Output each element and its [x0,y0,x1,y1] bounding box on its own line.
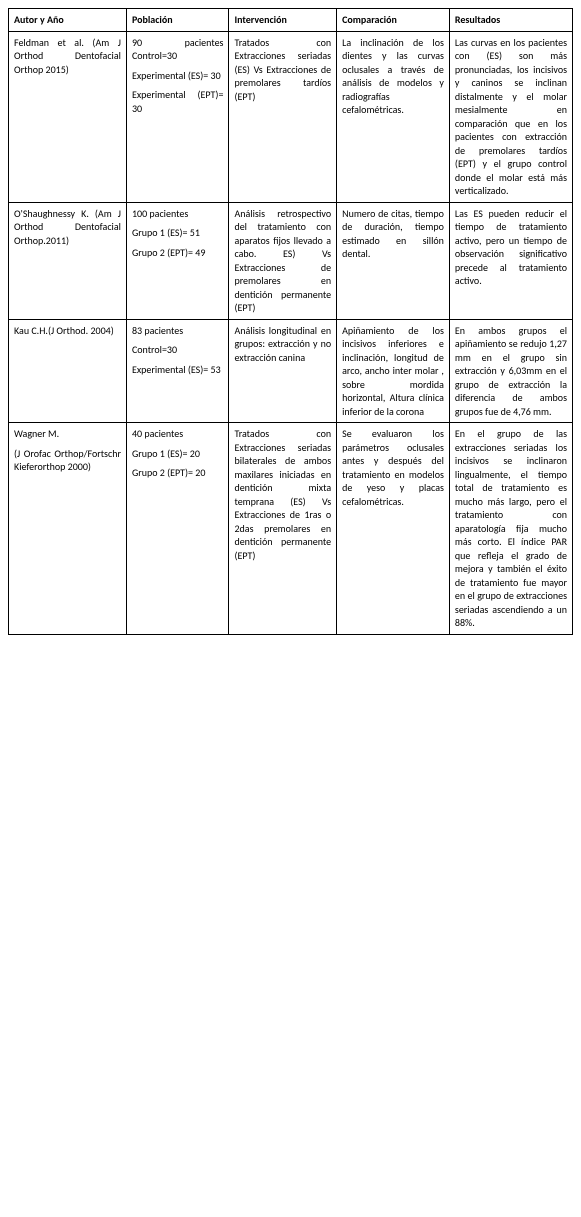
author-cell: O'Shaughnessy K. (Am J Orthod Dentofacia… [9,202,127,319]
table-row: Kau C.H.(J Orthod. 2004) 83 pacientes Cont… [9,319,573,423]
col-population: Población [126,9,229,32]
cell-text: Feldman et al. (Am J Orthod Dentofacial … [14,36,121,77]
cell-text: Se evaluaron los parámetros oclusales an… [342,427,444,508]
intervention-cell: Análisis longitudinal en grupos: extracc… [229,319,337,423]
cell-text: (J Orofac Orthop/Fortschr Kieferorthop 2… [14,447,121,474]
cell-text: 90 pacientes Control=30 [132,36,224,63]
cell-text: Control=30 [132,343,224,357]
results-cell: En ambos grupos el apiñamiento se redujo… [449,319,572,423]
author-cell: Feldman et al. (Am J Orthod Dentofacial … [9,31,127,202]
results-cell: Las ES pueden reducir el tiempo de trata… [449,202,572,319]
col-comparison: Comparación [337,9,450,32]
comparison-cell: La inclinación de los dientes y las curv… [337,31,450,202]
cell-text: Grupo 2 (EPT)= 49 [132,246,224,260]
table-head: Autor y Año Población Intervención Compa… [9,9,573,32]
table-row: Wagner M. (J Orofac Orthop/Fortschr Kiefe… [9,423,573,635]
col-intervention: Intervención [229,9,337,32]
cell-text: En el grupo de las extracciones seriadas… [455,427,567,630]
header-row: Autor y Año Población Intervención Compa… [9,9,573,32]
comparison-cell: Apiñamiento de los incisivos inferiores … [337,319,450,423]
cell-text: O'Shaughnessy K. (Am J Orthod Dentofacia… [14,207,121,248]
cell-text: En ambos grupos el apiñamiento se redujo… [455,324,567,419]
cell-text: Experimental (EPT)= 30 [132,88,224,115]
table-body: Feldman et al. (Am J Orthod Dentofacial … [9,31,573,634]
cell-text: La inclinación de los dientes y las curv… [342,36,444,117]
population-cell: 100 pacientes Grupo 1 (ES)= 51 Grupo 2 (EP… [126,202,229,319]
cell-text: 40 pacientes [132,427,224,441]
comparison-cell: Numero de citas, tiempo de duración, tie… [337,202,450,319]
cell-text: 83 pacientes [132,324,224,338]
population-cell: 83 pacientes Control=30 Experimental (ES)=… [126,319,229,423]
cell-text: Experimental (ES)= 53 [132,363,224,377]
col-results: Resultados [449,9,572,32]
cell-text: Análisis longitudinal en grupos: extracc… [234,324,331,365]
cell-text: Experimental (ES)= 30 [132,69,224,83]
cell-text: Grupo 2 (EPT)= 20 [132,466,224,480]
cell-text: Wagner M. [14,427,121,441]
cell-text: Numero de citas, tiempo de duración, tie… [342,207,444,261]
cell-text: Tratados con Extracciones seriadas (ES) … [234,36,331,104]
author-cell: Kau C.H.(J Orthod. 2004) [9,319,127,423]
studies-table: Autor y Año Población Intervención Compa… [8,8,573,635]
cell-text: Las curvas en los pacientes con (ES) son… [455,36,567,198]
cell-text: 100 pacientes [132,207,224,221]
comparison-cell: Se evaluaron los parámetros oclusales an… [337,423,450,635]
table-row: Feldman et al. (Am J Orthod Dentofacial … [9,31,573,202]
cell-text: Grupo 1 (ES)= 51 [132,226,224,240]
cell-text: Las ES pueden reducir el tiempo de trata… [455,207,567,288]
intervention-cell: Tratados con Extracciones seriadas (ES) … [229,31,337,202]
population-cell: 40 pacientes Grupo 1 (ES)= 20 Grupo 2 (EPT… [126,423,229,635]
cell-text: Análisis retrospectivo del tratamiento c… [234,207,331,315]
author-cell: Wagner M. (J Orofac Orthop/Fortschr Kiefe… [9,423,127,635]
table-row: O'Shaughnessy K. (Am J Orthod Dentofacia… [9,202,573,319]
results-cell: En el grupo de las extracciones seriadas… [449,423,572,635]
cell-text: Apiñamiento de los incisivos inferiores … [342,324,444,419]
col-author: Autor y Año [9,9,127,32]
population-cell: 90 pacientes Control=30 Experimental (ES)… [126,31,229,202]
cell-text: Kau C.H.(J Orthod. 2004) [14,324,121,338]
intervention-cell: Tratados con Extracciones seriadas bilat… [229,423,337,635]
intervention-cell: Análisis retrospectivo del tratamiento c… [229,202,337,319]
cell-text: Grupo 1 (ES)= 20 [132,447,224,461]
cell-text: Tratados con Extracciones seriadas bilat… [234,427,331,562]
results-cell: Las curvas en los pacientes con (ES) son… [449,31,572,202]
